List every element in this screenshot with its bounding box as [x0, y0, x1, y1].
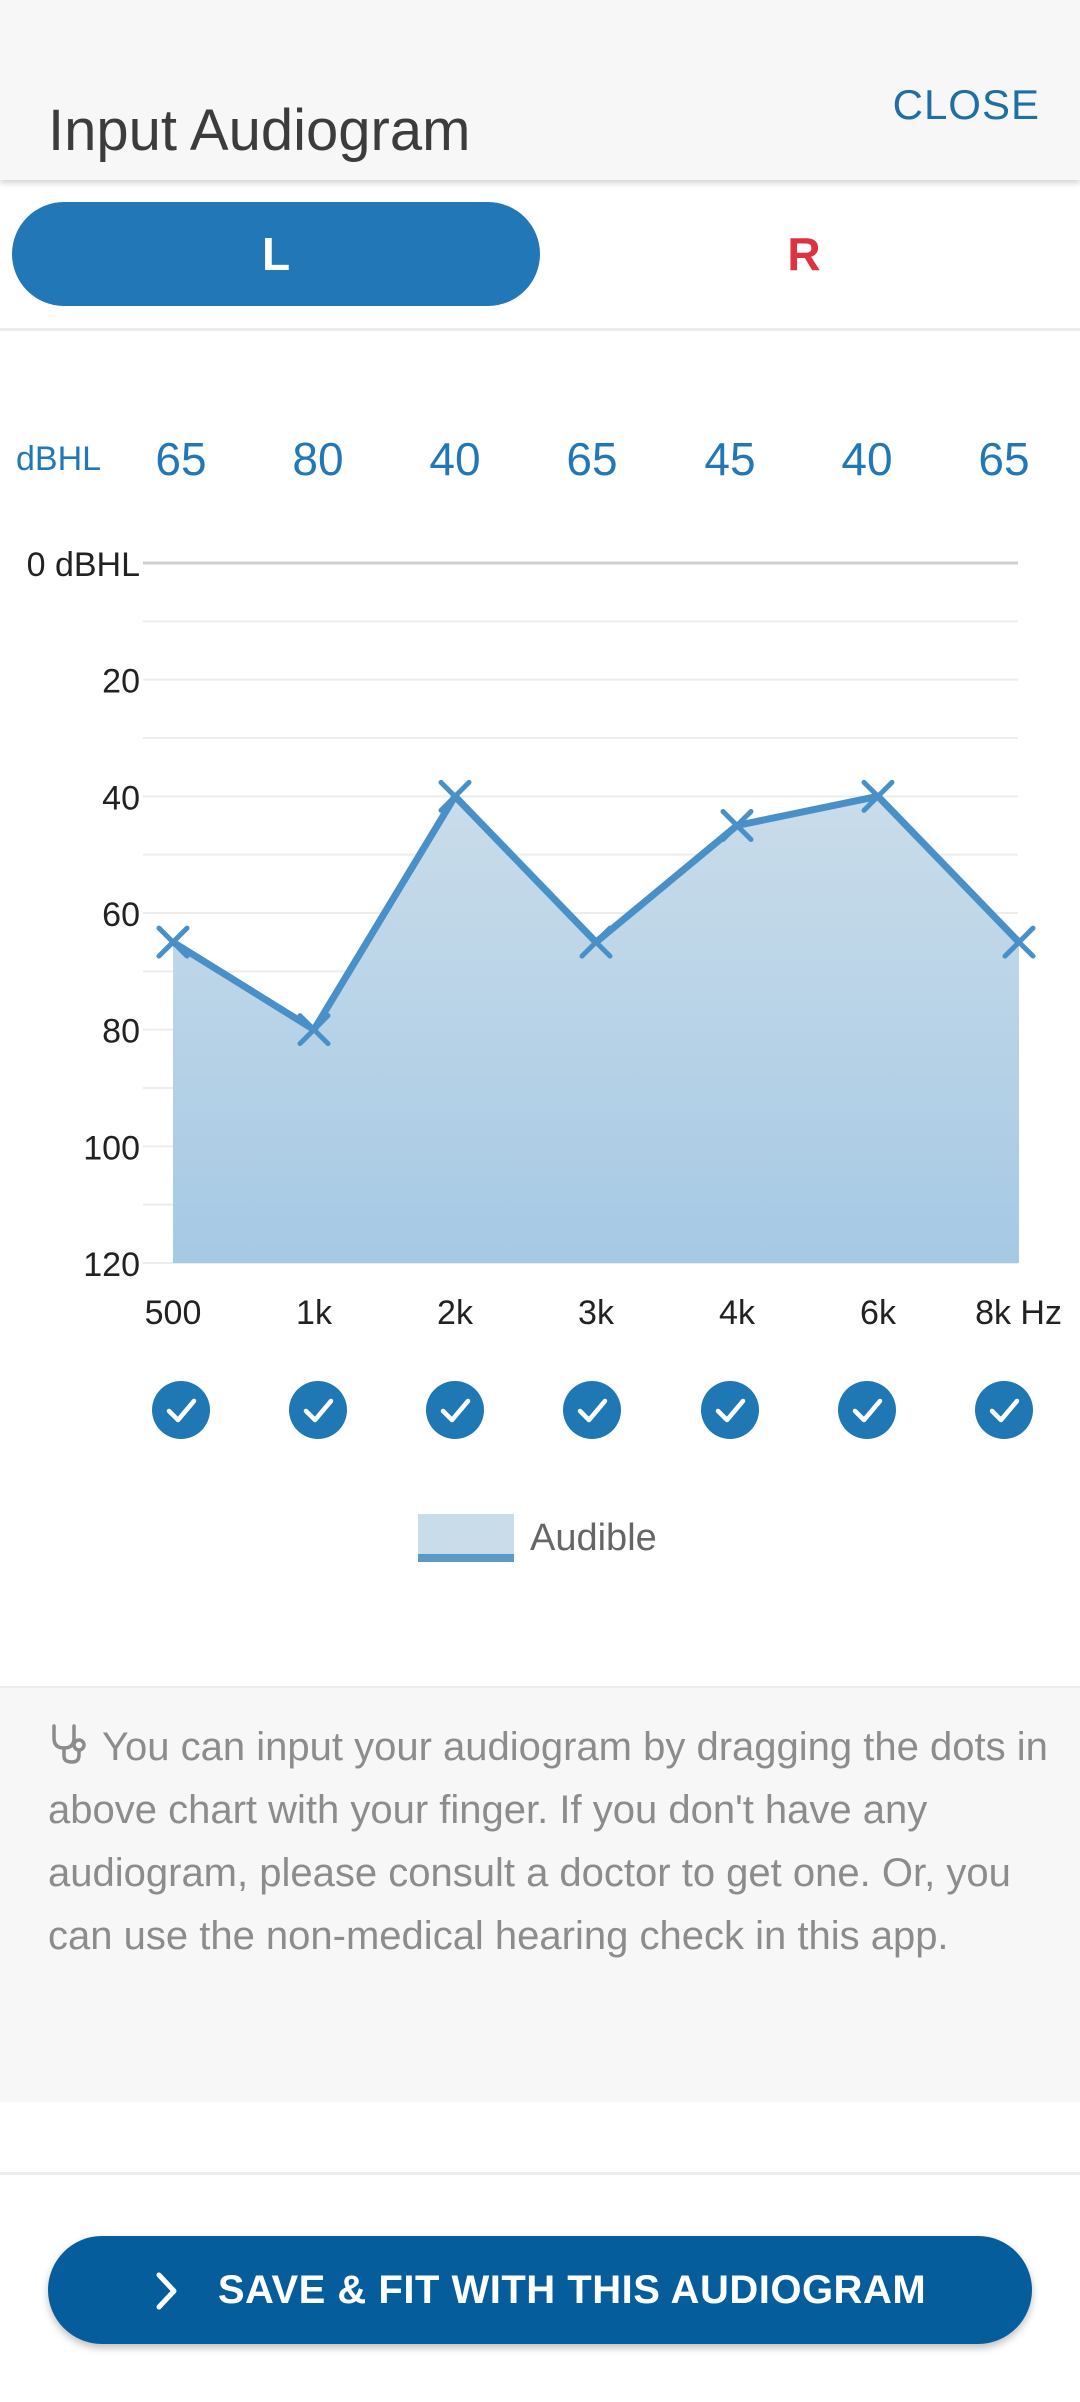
- audiogram-chart: 0 dBHL 20 40 60 80 100 120 dBHL 65 80 40 65 45 40 65 50…: [0, 330, 1080, 1670]
- app-header: Input Audiogram CLOSE: [0, 0, 1080, 180]
- threshold-marker[interactable]: [861, 779, 895, 813]
- threshold-marker[interactable]: [297, 1013, 331, 1047]
- audiogram-svg: 0 dBHL 20 40 60 80 100 120 dBHL 65 80 40 65 45 40 65 50…: [16, 433, 1062, 1439]
- info-panel: You can input your audiogram by dragging…: [0, 1686, 1080, 2102]
- frequency-check-icon[interactable]: [975, 1381, 1033, 1439]
- legend-label: Audible: [530, 1517, 657, 1559]
- x-tick-label: 4k: [719, 1294, 756, 1332]
- y-tick-label: 120: [83, 1246, 140, 1284]
- y-tick-label: 60: [102, 896, 140, 934]
- close-button[interactable]: CLOSE: [892, 81, 1040, 128]
- x-tick-label: 6k: [860, 1294, 897, 1332]
- threshold-value: 40: [841, 433, 892, 485]
- threshold-value: 80: [292, 433, 343, 485]
- y-tick-label: 0 dBHL: [27, 546, 140, 584]
- frequency-check-icon[interactable]: [426, 1381, 484, 1439]
- tab-left-ear[interactable]: L: [12, 202, 540, 306]
- x-tick-label: 500: [145, 1294, 202, 1332]
- threshold-marker[interactable]: [1002, 925, 1036, 959]
- threshold-value: 65: [155, 433, 206, 485]
- save-fit-label: SAVE & FIT WITH THIS AUDIOGRAM: [217, 2268, 927, 2312]
- x-tick-label: 3k: [578, 1294, 615, 1332]
- x-tick-label: 8k Hz: [975, 1294, 1062, 1332]
- threshold-value: 65: [978, 433, 1029, 485]
- frequency-check-icon[interactable]: [838, 1381, 896, 1439]
- x-tick-label: 1k: [296, 1294, 333, 1332]
- info-text: You can input your audiogram by dragging…: [48, 1725, 1048, 1958]
- footer-divider: [0, 2172, 1080, 2175]
- threshold-value: 65: [566, 433, 617, 485]
- threshold-value: 40: [429, 433, 480, 485]
- y-tick-label: 100: [83, 1129, 140, 1167]
- threshold-value: 45: [704, 433, 755, 485]
- tab-right-ear[interactable]: R: [787, 228, 821, 280]
- audible-area: [173, 796, 1019, 1263]
- frequency-check-icon[interactable]: [289, 1381, 347, 1439]
- frequency-check-icon[interactable]: [701, 1381, 759, 1439]
- threshold-marker[interactable]: [579, 925, 613, 959]
- threshold-marker[interactable]: [720, 809, 754, 842]
- x-tick-label: 2k: [437, 1294, 474, 1332]
- save-fit-button[interactable]: SAVE & FIT WITH THIS AUDIOGRAM: [48, 2236, 1032, 2344]
- frequency-check-icon[interactable]: [563, 1381, 621, 1439]
- threshold-marker[interactable]: [438, 779, 472, 813]
- y-tick-label: 80: [102, 1013, 140, 1051]
- y-tick-label: 40: [102, 779, 140, 817]
- ear-tabs: L R: [0, 182, 1080, 331]
- frequency-check-icon[interactable]: [152, 1381, 210, 1439]
- page-title: Input Audiogram: [48, 98, 471, 163]
- stethoscope-icon: [48, 1722, 88, 1766]
- legend-swatch: [418, 1514, 514, 1562]
- unit-label: dBHL: [16, 440, 101, 478]
- chevron-right-icon: [154, 2244, 180, 2352]
- info-paragraph: You can input your audiogram by dragging…: [48, 1716, 1048, 1968]
- threshold-marker[interactable]: [156, 925, 190, 959]
- y-tick-label: 20: [102, 663, 140, 701]
